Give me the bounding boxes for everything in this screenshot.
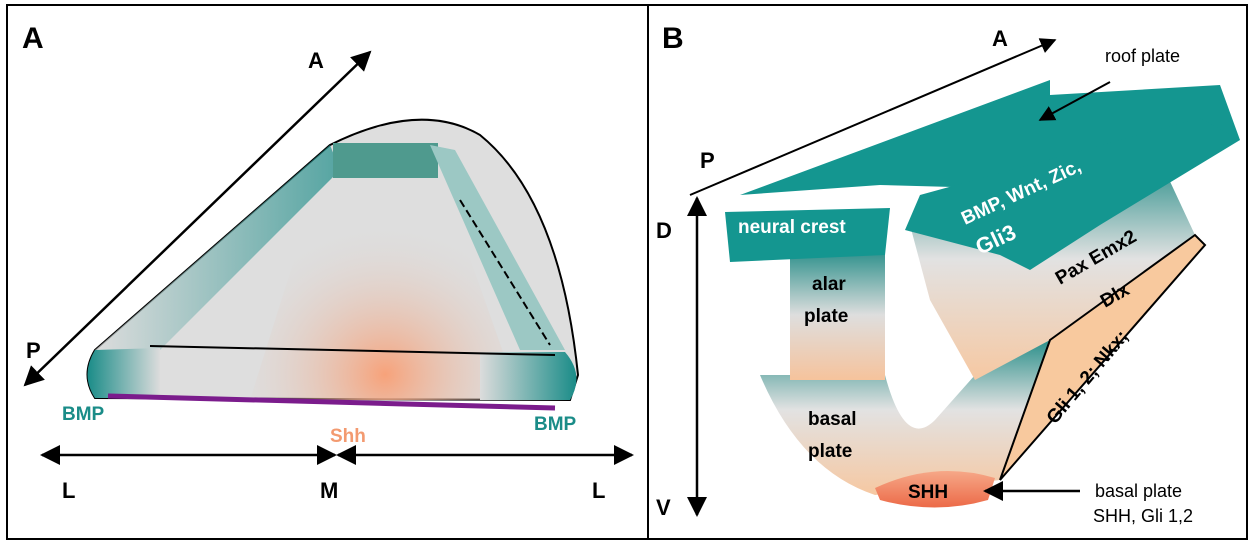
axis-label: A [992,26,1008,51]
roof [333,143,438,178]
region-label: SHH [908,482,948,503]
axis-label: V [656,495,671,520]
region-label: plate [804,306,848,327]
region-label: basal [808,409,857,430]
panel-label: A [22,22,44,55]
axis-label: P [700,148,715,173]
axis-label: L [62,478,75,503]
axis-label: L [592,478,605,503]
figure: A A P L M L BMP Shh BMP B A P D V roof p… [0,0,1254,543]
bmp-right [480,352,576,400]
annotation: roof plate [1105,46,1180,66]
marker-label: BMP [62,404,105,425]
region-label: alar [812,274,846,295]
panel-b: B A P D V roof plate neural crest BMP, W… [656,22,1240,526]
axis-label: A [308,48,324,73]
marker-label: Shh [330,426,366,447]
annotation: SHH, Gli 1,2 [1093,506,1193,526]
marker-label: BMP [534,414,577,435]
region-label: plate [808,441,852,462]
panel-label: B [662,22,684,55]
bmp-left [88,348,161,398]
axis-label: D [656,218,672,243]
annotation: basal plate [1095,481,1182,501]
axis-label: M [320,478,338,503]
panel-a: A A P L M L BMP Shh BMP [22,22,632,503]
axis-label: P [26,338,41,363]
region-label: neural crest [738,217,846,238]
